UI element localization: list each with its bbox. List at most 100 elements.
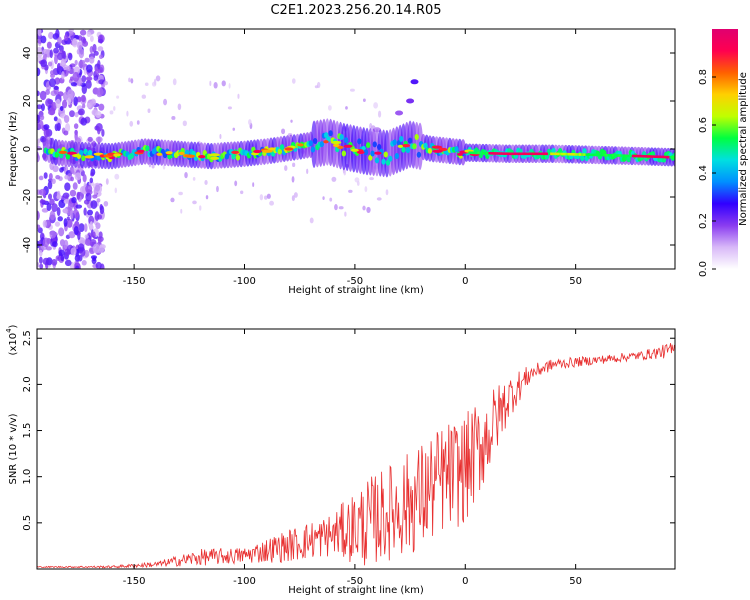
hot-cell: [268, 147, 276, 151]
ridge-cell: [341, 150, 347, 157]
band-cell: [611, 154, 615, 157]
hot-cell: [401, 143, 411, 148]
band-cell: [508, 152, 511, 156]
noise-cell: [55, 29, 60, 39]
hot-cell: [397, 144, 404, 148]
ridge-cell: [372, 141, 377, 148]
noise-cell: [42, 49, 50, 55]
noise-cell: [306, 168, 309, 175]
noise-cell: [64, 174, 69, 180]
ridge-cell: [376, 143, 382, 150]
noise-cell: [92, 243, 100, 254]
noise-cell: [192, 200, 197, 205]
ridge-cell: [310, 146, 316, 153]
noise-cell: [136, 120, 140, 125]
spectrogram-y-label: Frequency (Hz): [8, 111, 19, 187]
noise-cell: [37, 210, 40, 221]
noise-cell: [85, 79, 92, 89]
noise-cell: [327, 105, 332, 111]
noise-cell: [128, 77, 131, 83]
ridge-cell: [423, 142, 428, 149]
noise-cell: [67, 52, 73, 61]
band-cell: [517, 152, 520, 156]
band-cell: [506, 152, 509, 156]
ridge-cell: [405, 147, 411, 154]
noise-cell: [49, 230, 57, 239]
band-cell: [521, 152, 525, 156]
noise-cell: [63, 130, 69, 136]
noise-cell: [205, 195, 209, 200]
noise-cell: [94, 68, 100, 75]
band-cell: [651, 155, 655, 158]
band-cell: [494, 152, 498, 155]
noise-cell: [53, 116, 58, 122]
hot-cell: [330, 140, 342, 145]
band-cell: [578, 153, 582, 156]
y-tick-label: 40: [22, 47, 33, 60]
ridge-cell: [551, 147, 556, 154]
noise-cell: [83, 207, 87, 216]
band-cell: [607, 154, 611, 157]
noise-cell: [97, 46, 104, 52]
noise-cell: [77, 41, 83, 50]
noise-cell: [37, 261, 40, 268]
band-cell: [589, 153, 593, 157]
noise-cell: [76, 191, 81, 200]
noise-cell: [64, 259, 72, 267]
noise-cell: [63, 218, 68, 227]
hot-cell: [323, 140, 329, 144]
band-cell: [523, 152, 527, 156]
noise-cell: [263, 195, 268, 200]
noise-cell: [39, 90, 47, 101]
band-cell: [490, 152, 494, 155]
noise-cell: [103, 200, 109, 207]
ridge-cell: [368, 154, 373, 161]
ridge-cell: [277, 148, 283, 155]
noise-cell: [329, 197, 333, 202]
noise-cell: [348, 189, 353, 193]
noise-cell: [284, 165, 288, 172]
ridge-cell: [87, 149, 93, 156]
noise-cell: [84, 57, 90, 63]
noise-cell: [63, 239, 69, 250]
noise-cell: [97, 126, 101, 135]
noise-cell: [55, 174, 61, 180]
x-tick-label: -100: [233, 276, 256, 287]
noise-cell: [37, 146, 42, 151]
band-cell: [658, 155, 661, 159]
colorbar-tick-label: 0.4: [698, 165, 709, 181]
band-cell: [609, 154, 613, 157]
band-cell: [541, 152, 544, 156]
snr-x-label: Height of straight line (km): [288, 585, 424, 596]
noise-cell: [48, 193, 53, 200]
band-cell: [545, 152, 549, 156]
noise-cell: [72, 182, 78, 190]
noise-cell: [314, 85, 319, 89]
noise-cell: [92, 43, 97, 53]
hot-cell: [350, 148, 359, 152]
noise-cell: [82, 40, 89, 47]
snr-y-ticks: 0.5 1.0 1.5 2.0 2.5: [22, 330, 675, 531]
noise-cell: [70, 209, 74, 220]
band-cell: [583, 153, 586, 156]
noise-cell: [232, 127, 236, 131]
noise-cell: [70, 82, 78, 87]
noise-cell: [78, 48, 85, 59]
noise-cell: [85, 76, 93, 81]
band-cell: [596, 153, 600, 157]
band-cell: [547, 152, 551, 156]
noise-cell: [366, 206, 371, 214]
band-cell: [642, 154, 646, 158]
noise-cell: [57, 91, 64, 97]
band-cell: [525, 152, 529, 156]
noise-cell: [80, 117, 88, 126]
noise-cell: [64, 182, 71, 191]
noise-cell: [141, 94, 147, 99]
band-cell: [598, 153, 602, 157]
band-cell: [530, 152, 533, 156]
noise-cell: [37, 29, 42, 37]
snr-y-label: SNR (10 * v/v): [8, 413, 19, 484]
noise-cell: [338, 206, 344, 210]
noise-cell: [98, 231, 103, 239]
ridge-cell: [343, 137, 349, 144]
